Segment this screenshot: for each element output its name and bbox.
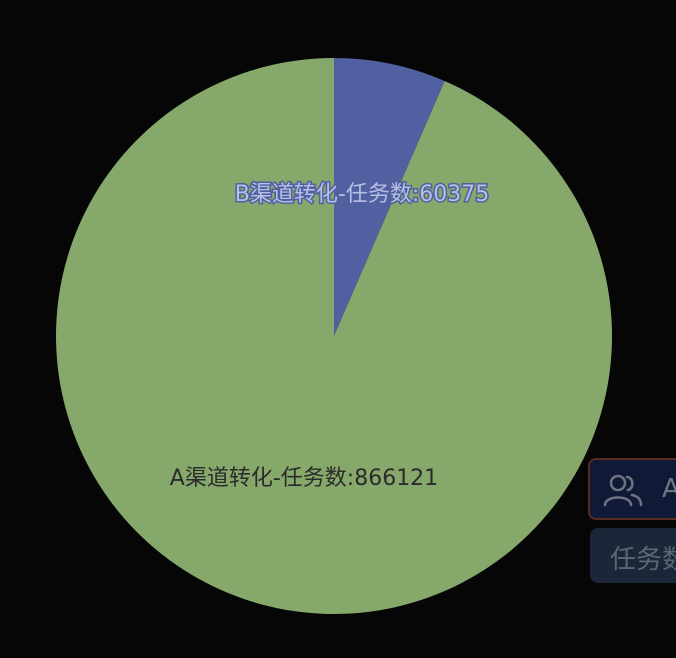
- pie-slice-label-a: A渠道转化-任务数:866121: [170, 466, 438, 491]
- legend-tag[interactable]: 任务数: [590, 528, 676, 583]
- legend-tag-label: 任务数: [610, 545, 676, 575]
- legend-card[interactable]: A: [588, 458, 676, 520]
- pie-labels: B渠道转化-任务数:60375 A渠道转化-任务数:866121: [170, 181, 491, 492]
- pie-slice-a[interactable]: [55, 58, 612, 614]
- pie-slice-label-b: B渠道转化-任务数:60375: [235, 182, 489, 207]
- pie-slices: [55, 58, 612, 614]
- users-icon: [603, 474, 643, 507]
- pie-slice-b[interactable]: [334, 58, 445, 336]
- legend-card-label: A: [662, 474, 676, 504]
